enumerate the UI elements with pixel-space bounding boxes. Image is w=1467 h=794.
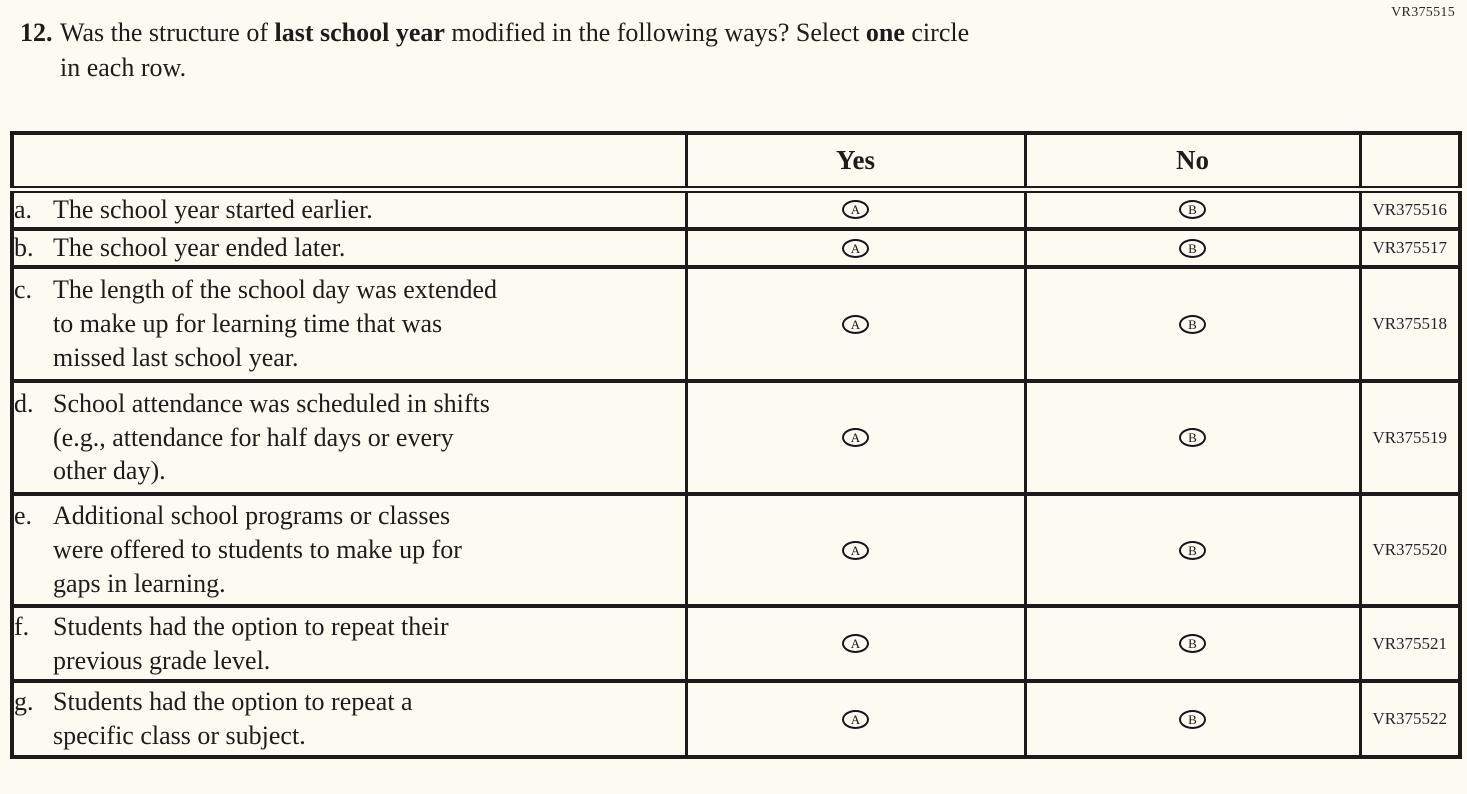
table-row-e: e. Additional school programs or classes … [10, 492, 1462, 608]
column-header-yes: Yes [684, 131, 1027, 193]
no-bubble[interactable]: B [1179, 314, 1206, 334]
row-text: Additional school programs or classes we… [53, 501, 462, 598]
no-cell: B [1023, 679, 1362, 759]
bubble-letter: A [850, 636, 861, 651]
row-text: School attendance was scheduled in shift… [53, 388, 490, 486]
table-header-row: Yes No [10, 131, 1462, 193]
no-bubble[interactable]: B [1179, 709, 1206, 729]
bubble-letter: A [850, 240, 861, 256]
yes-bubble[interactable]: A [842, 709, 869, 729]
bubble-letter: B [1188, 636, 1197, 651]
yes-cell: A [684, 187, 1027, 231]
no-cell: B [1023, 265, 1362, 383]
no-bubble[interactable]: B [1179, 634, 1206, 653]
row-code: VR375518 [1358, 265, 1462, 383]
row-text: Students had the option to repeat a spec… [53, 687, 413, 750]
question-number: 12. [20, 18, 53, 47]
bubble-letter: A [850, 316, 861, 332]
bubble-letter: A [850, 202, 861, 218]
yes-cell: A [684, 604, 1027, 683]
row-stem: f. Students had the option to repeat thei… [10, 604, 688, 683]
row-code: VR375517 [1358, 227, 1462, 269]
row-text: Students had the option to repeat their … [53, 611, 449, 675]
row-text: The school year ended later. [53, 233, 346, 263]
row-code: VR375521 [1358, 604, 1462, 683]
row-letter: f. [14, 611, 30, 641]
yes-bubble[interactable]: A [842, 314, 869, 334]
question-text: Was the structure of last school year mo… [60, 16, 969, 85]
row-code: VR375516 [1358, 187, 1462, 231]
row-stem: g. Students had the option to repeat a sp… [10, 679, 688, 759]
bubble-letter: B [1188, 711, 1197, 727]
yes-cell: A [684, 227, 1027, 269]
row-code: VR375520 [1358, 492, 1462, 608]
yes-cell: A [684, 265, 1027, 383]
bubble-letter: A [850, 430, 861, 445]
row-text: The school year started earlier. [53, 194, 373, 224]
yes-bubble[interactable]: A [842, 238, 869, 258]
yes-cell: A [684, 679, 1027, 759]
header-code-blank [1358, 131, 1462, 193]
yes-bubble[interactable]: A [842, 634, 869, 653]
table-row-b: b. The school year ended later. A B VR375… [10, 227, 1462, 269]
row-letter: d. [14, 388, 34, 418]
row-stem: a. The school year started earlier. [10, 187, 688, 231]
question-text-bold: last school year [274, 18, 445, 47]
row-text: The length of the school day was extende… [53, 275, 498, 372]
no-bubble[interactable]: B [1179, 238, 1206, 258]
row-stem: d. School attendance was scheduled in shi… [10, 379, 688, 496]
row-letter: e. [14, 501, 33, 531]
yes-cell: A [684, 492, 1027, 608]
no-cell: B [1023, 604, 1362, 683]
question-text-bold: one [865, 18, 905, 47]
yes-bubble[interactable]: A [842, 428, 869, 447]
bubble-letter: B [1188, 316, 1197, 332]
yes-bubble[interactable]: A [842, 200, 869, 220]
question-text-seg: Was the structure of [60, 18, 275, 47]
yes-bubble[interactable]: A [842, 540, 869, 560]
table-row-a: a. The school year started earlier. A B V… [10, 187, 1462, 231]
table-row-c: c. The length of the school day was exten… [10, 265, 1462, 383]
no-bubble[interactable]: B [1179, 200, 1206, 220]
row-letter: b. [14, 233, 34, 263]
header-stem-blank [10, 131, 688, 193]
row-stem: c. The length of the school day was exten… [10, 265, 688, 383]
question-text-seg: circle in each row. [60, 18, 970, 82]
question-12: 12. Was the structure of last school yea… [20, 16, 969, 85]
bubble-letter: A [850, 711, 861, 727]
question-text-seg: modified in the following ways? Select [444, 18, 866, 47]
table-row-f: f. Students had the option to repeat thei… [10, 604, 1462, 683]
row-letter: c. [14, 275, 33, 305]
bubble-letter: B [1188, 202, 1197, 218]
row-code: VR375522 [1358, 679, 1462, 759]
bubble-letter: B [1188, 430, 1197, 445]
no-cell: B [1023, 492, 1362, 608]
row-stem: e. Additional school programs or classes … [10, 492, 688, 608]
row-letter: g. [14, 687, 34, 717]
no-cell: B [1023, 187, 1362, 231]
survey-table: Yes No a. The school year started earlier… [10, 131, 1462, 759]
bubble-letter: A [850, 542, 861, 558]
table-row-d: d. School attendance was scheduled in shi… [10, 379, 1462, 496]
row-stem: b. The school year ended later. [10, 227, 688, 269]
form-code: VR375515 [1391, 5, 1455, 20]
bubble-letter: B [1188, 240, 1197, 256]
no-cell: B [1023, 227, 1362, 269]
no-bubble[interactable]: B [1179, 428, 1206, 447]
table-row-g: g. Students had the option to repeat a sp… [10, 679, 1462, 759]
row-code: VR375519 [1358, 379, 1462, 496]
column-header-no: No [1023, 131, 1362, 193]
yes-cell: A [684, 379, 1027, 496]
row-letter: a. [14, 194, 33, 224]
no-cell: B [1023, 379, 1362, 496]
bubble-letter: B [1188, 542, 1197, 558]
no-bubble[interactable]: B [1179, 540, 1206, 560]
